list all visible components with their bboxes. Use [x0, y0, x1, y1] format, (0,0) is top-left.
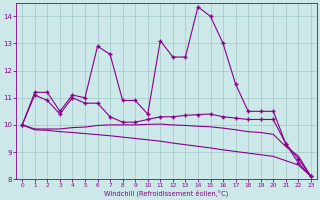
- X-axis label: Windchill (Refroidissement éolien,°C): Windchill (Refroidissement éolien,°C): [104, 190, 229, 197]
